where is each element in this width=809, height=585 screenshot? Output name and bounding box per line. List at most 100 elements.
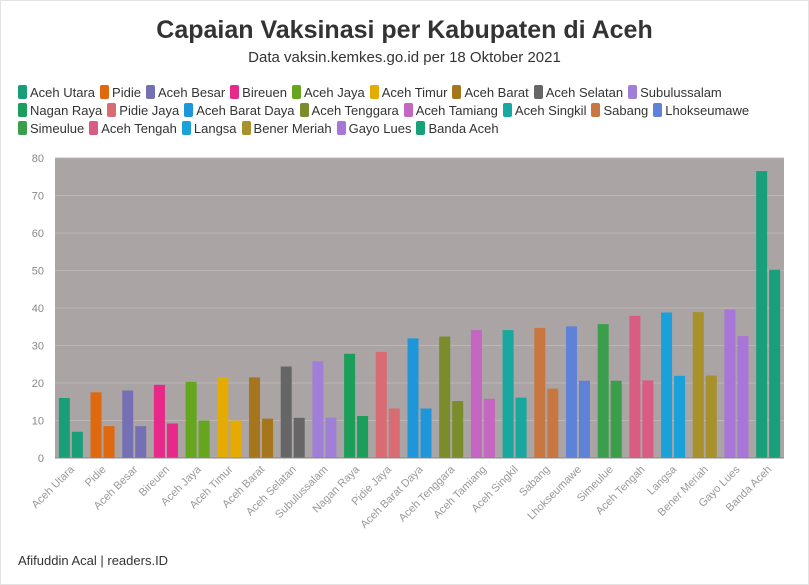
legend-swatch [100, 85, 110, 99]
legend-swatch [18, 85, 27, 99]
legend-swatch [291, 85, 301, 99]
legend-swatch [591, 103, 601, 117]
bar [90, 392, 102, 458]
legend-item[interactable]: Lhokseumawe [653, 102, 749, 120]
bar [122, 390, 134, 458]
bar [407, 338, 419, 458]
bar [502, 330, 514, 458]
bar [674, 375, 686, 458]
legend-label: Aceh Tamiang [415, 103, 498, 118]
legend-swatch [230, 85, 240, 99]
legend-item[interactable]: Aceh Barat [452, 84, 529, 102]
bar [375, 351, 387, 458]
legend-swatch [18, 121, 27, 135]
bar [439, 336, 451, 458]
y-tick-label: 30 [32, 341, 44, 353]
legend-swatch [403, 103, 413, 117]
legend-item[interactable]: Banda Aceh [416, 120, 499, 138]
bar [71, 431, 83, 458]
legend-item[interactable]: Aceh Barat Daya [184, 102, 295, 120]
bar [597, 324, 609, 458]
legend-label: Nagan Raya [30, 103, 103, 118]
legend-label: Aceh Singkil [514, 103, 587, 118]
bar [737, 336, 749, 458]
x-tick-label: Aceh Utara [30, 463, 78, 511]
legend-item[interactable]: Pidie Jaya [107, 102, 179, 120]
chart-credit: Afifuddin Acal | readers.ID [18, 553, 169, 568]
bar [357, 416, 369, 458]
legend-swatch [181, 121, 191, 135]
legend-item[interactable]: Aceh Jaya [291, 84, 365, 102]
legend-item[interactable]: Aceh Besar [145, 84, 226, 102]
legend-swatch [369, 85, 379, 99]
legend-swatch [145, 85, 155, 99]
legend-label: Aceh Barat Daya [196, 103, 295, 118]
y-tick-label: 80 [32, 153, 44, 165]
legend-item[interactable]: Aceh Tenggara [299, 102, 399, 120]
legend-label: Pidie Jaya [119, 103, 180, 118]
bar [515, 397, 527, 458]
x-tick-label: Pidie [83, 464, 109, 490]
legend-item[interactable]: Langsa [181, 120, 237, 138]
bar [692, 312, 704, 458]
y-tick-label: 50 [32, 266, 44, 278]
legend-label: Bener Meriah [253, 121, 332, 136]
bar [103, 426, 115, 458]
legend-label: Aceh Selatan [545, 85, 624, 100]
legend-item[interactable]: Bener Meriah [241, 120, 332, 138]
legend-label: Aceh Utara [30, 85, 96, 100]
legend-item[interactable]: Bireuen [230, 84, 287, 102]
y-tick-label: 60 [32, 228, 44, 240]
bar [547, 388, 559, 458]
x-tick-label: Aceh Tenggara [397, 463, 458, 524]
bar [198, 420, 210, 458]
bar [262, 418, 274, 458]
bar [724, 309, 736, 458]
legend-item[interactable]: Aceh Selatan [533, 84, 624, 102]
legend-item[interactable]: Aceh Tamiang [403, 102, 498, 120]
legend-swatch [336, 121, 346, 135]
bar [344, 353, 356, 458]
legend-label: Lhokseumawe [665, 103, 750, 118]
chart-title: Capaian Vaksinasi per Kabupaten di Aceh [156, 16, 653, 44]
bar [705, 375, 717, 458]
legend-item[interactable]: Aceh Tengah [89, 120, 177, 138]
bar [280, 366, 292, 458]
legend-label: Aceh Besar [157, 85, 226, 100]
bar [578, 380, 590, 458]
legend-label: Gayo Lues [348, 121, 412, 136]
legend-label: Langsa [193, 121, 237, 136]
legend-item[interactable]: Gayo Lues [336, 120, 412, 138]
legend-swatch [107, 103, 117, 117]
bar [58, 398, 70, 458]
legend-label: Subulussalam [640, 85, 722, 100]
chart-subtitle: Data vaksin.kemkes.go.id per 18 Oktober … [248, 49, 561, 66]
legend-swatch [89, 121, 99, 135]
legend-swatch [653, 103, 663, 117]
legend-item[interactable]: Pidie [100, 84, 141, 102]
y-tick-label: 20 [32, 378, 44, 390]
legend-item[interactable]: Subulussalam [628, 84, 722, 102]
y-tick-label: 0 [38, 453, 44, 465]
bar [249, 377, 261, 458]
bar [565, 326, 577, 458]
legend-item[interactable]: Aceh Singkil [502, 102, 587, 120]
bar [642, 380, 654, 458]
legend-label: Aceh Jaya [303, 85, 365, 100]
bar [610, 380, 622, 458]
bar [135, 426, 147, 458]
legend-swatch [502, 103, 512, 117]
legend-item[interactable]: Aceh Utara [18, 84, 95, 102]
legend-item[interactable]: Sabang [591, 102, 648, 120]
legend-swatch [452, 85, 462, 99]
bar [756, 171, 768, 458]
bar [483, 398, 495, 458]
legend-item[interactable]: Nagan Raya [18, 102, 102, 120]
legend-item[interactable]: Simeulue [18, 120, 84, 138]
legend-item[interactable]: Aceh Timur [369, 84, 447, 102]
bar [661, 312, 673, 458]
bar [388, 408, 400, 458]
bar [534, 327, 546, 458]
bar [185, 381, 197, 458]
